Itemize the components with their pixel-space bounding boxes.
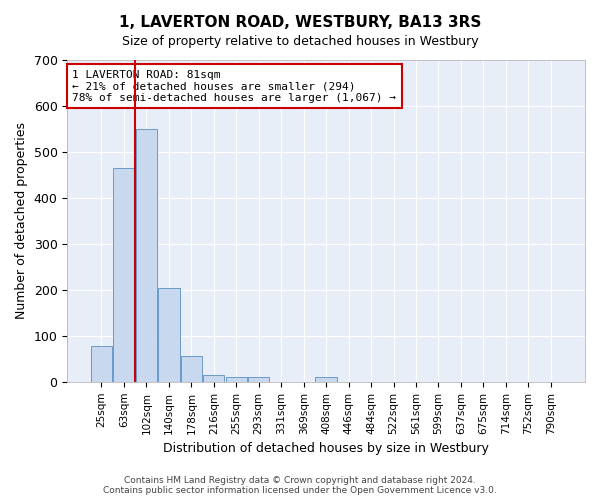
Bar: [113, 168, 134, 382]
Bar: [136, 129, 157, 382]
Bar: [226, 377, 247, 382]
Bar: [316, 377, 337, 382]
Bar: [248, 377, 269, 382]
Bar: [181, 356, 202, 382]
Bar: [91, 346, 112, 382]
Y-axis label: Number of detached properties: Number of detached properties: [15, 122, 28, 320]
Text: Contains HM Land Registry data © Crown copyright and database right 2024.
Contai: Contains HM Land Registry data © Crown c…: [103, 476, 497, 495]
Text: 1, LAVERTON ROAD, WESTBURY, BA13 3RS: 1, LAVERTON ROAD, WESTBURY, BA13 3RS: [119, 15, 481, 30]
Bar: [203, 375, 224, 382]
X-axis label: Distribution of detached houses by size in Westbury: Distribution of detached houses by size …: [163, 442, 489, 455]
Text: Size of property relative to detached houses in Westbury: Size of property relative to detached ho…: [122, 35, 478, 48]
Bar: [158, 288, 179, 382]
Text: 1 LAVERTON ROAD: 81sqm
← 21% of detached houses are smaller (294)
78% of semi-de: 1 LAVERTON ROAD: 81sqm ← 21% of detached…: [73, 70, 397, 103]
